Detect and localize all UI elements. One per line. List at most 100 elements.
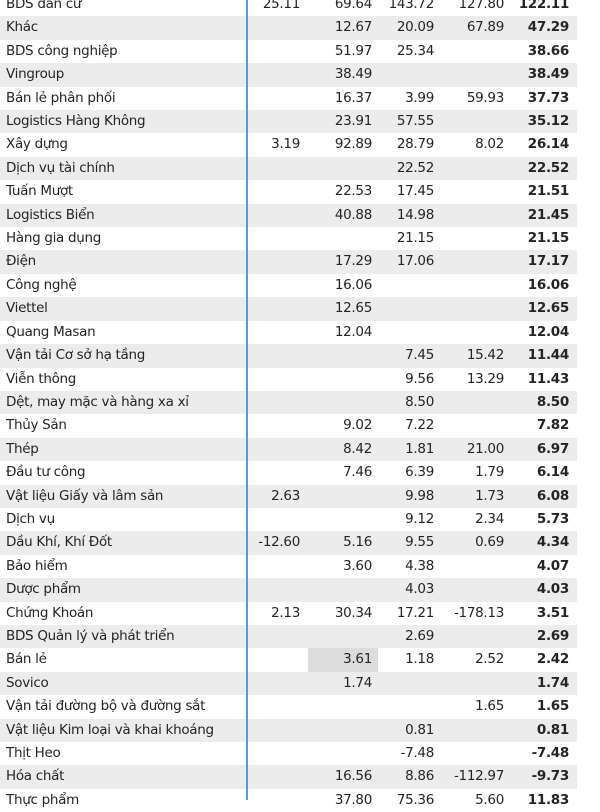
row-label[interactable]: BDS dân cư <box>6 0 82 12</box>
total-cell[interactable]: 5.73 <box>536 510 569 527</box>
table-row[interactable]: Thủy Sản 9.02 7.22 7.82 <box>0 414 577 437</box>
row-label[interactable]: Logistics Biển <box>6 206 95 223</box>
table-row[interactable]: Khác 12.67 20.09 67.89 47.29 <box>0 16 577 40</box>
value-cell[interactable]: 9.02 <box>343 417 372 434</box>
table-row[interactable]: Vận tải Cơ sở hạ tầng 7.45 15.42 11.44 <box>0 344 577 368</box>
value-cell[interactable]: 12.04 <box>334 323 372 340</box>
total-cell[interactable]: 38.49 <box>527 66 570 83</box>
total-cell[interactable]: 17.17 <box>527 253 570 270</box>
row-label[interactable]: Xây dựng <box>6 136 68 153</box>
value-cell[interactable]: 9.12 <box>405 510 434 527</box>
table-row[interactable]: Thép 8.42 1.81 21.00 6.97 <box>0 437 577 462</box>
row-label[interactable]: Vận tải đường bộ và đường sắt <box>6 698 206 715</box>
value-cell[interactable]: 3.60 <box>343 557 372 574</box>
total-cell[interactable]: 1.74 <box>536 674 569 691</box>
value-cell[interactable]: 28.79 <box>396 136 434 153</box>
value-cell[interactable]: 2.63 <box>271 487 300 504</box>
value-cell[interactable]: 143.72 <box>388 0 435 12</box>
value-cell[interactable]: 17.45 <box>396 183 434 200</box>
value-cell[interactable]: 51.97 <box>334 42 372 59</box>
table-row[interactable]: Tuấn Mượt 22.53 17.45 21.51 <box>0 180 577 203</box>
value-cell[interactable]: 20.09 <box>396 19 434 36</box>
row-label[interactable]: Thủy Sản <box>6 417 67 434</box>
value-cell[interactable]: 59.93 <box>466 89 504 106</box>
value-cell[interactable]: 7.45 <box>405 347 434 364</box>
total-cell[interactable]: 37.73 <box>527 89 570 106</box>
total-cell[interactable]: 21.15 <box>527 230 570 247</box>
value-cell[interactable]: 69.64 <box>334 0 372 12</box>
value-cell[interactable]: 1.74 <box>343 674 372 691</box>
value-cell[interactable]: 3.19 <box>271 136 300 153</box>
value-cell[interactable]: -12.60 <box>258 534 300 551</box>
value-cell[interactable]: 4.38 <box>405 557 434 574</box>
total-cell[interactable]: -7.48 <box>531 745 570 761</box>
value-cell[interactable]: 25.11 <box>262 0 300 12</box>
row-label[interactable]: Chứng Khoán <box>6 604 94 621</box>
value-cell[interactable]: 127.80 <box>458 0 505 12</box>
table-row[interactable]: Bảo hiểm 3.60 4.38 4.07 <box>0 555 577 578</box>
table-row[interactable]: Đầu tư công 7.46 6.39 1.79 6.14 <box>0 461 577 484</box>
value-cell[interactable]: 1.81 <box>405 440 434 457</box>
value-cell[interactable]: 1.79 <box>475 464 504 481</box>
value-cell[interactable]: 92.89 <box>334 136 372 153</box>
table-row[interactable]: Dược phẩm 4.03 4.03 <box>0 578 577 602</box>
value-cell[interactable]: 67.89 <box>466 19 504 36</box>
row-label[interactable]: Sovico <box>6 674 49 691</box>
table-row[interactable]: BDS công nghiệp 51.97 25.34 38.66 <box>0 40 577 63</box>
row-label[interactable]: Viễn thông <box>6 370 77 387</box>
table-row[interactable]: Viettel 12.65 12.65 <box>0 297 577 321</box>
value-cell[interactable]: -178.13 <box>453 604 504 621</box>
table-row[interactable]: Sovico 1.74 1.74 <box>0 671 577 696</box>
total-cell[interactable]: 11.44 <box>527 347 570 364</box>
row-label[interactable]: Dược phẩm <box>6 581 81 598</box>
value-cell[interactable]: 8.86 <box>405 768 434 785</box>
value-cell[interactable]: 16.37 <box>334 89 372 106</box>
row-label[interactable]: Đầu tư công <box>6 464 86 481</box>
total-cell[interactable]: 3.51 <box>536 604 569 621</box>
value-cell[interactable]: 40.88 <box>334 206 372 223</box>
row-label[interactable]: Dầu Khí, Khí Đốt <box>6 534 112 551</box>
total-cell[interactable]: 4.34 <box>536 534 569 551</box>
row-label[interactable]: Công nghệ <box>6 276 77 293</box>
column-divider[interactable] <box>246 0 248 800</box>
value-cell[interactable]: 22.53 <box>334 183 372 200</box>
value-cell[interactable]: 17.21 <box>396 604 434 621</box>
value-cell[interactable]: 17.06 <box>396 253 434 270</box>
table-row[interactable]: BDS dân cư 25.11 69.64 143.72 127.80 122.11 <box>0 0 577 16</box>
value-cell[interactable]: 0.69 <box>475 534 504 551</box>
value-cell[interactable]: 1.65 <box>475 698 504 715</box>
total-cell[interactable]: 21.51 <box>527 183 570 200</box>
value-cell[interactable]: 75.36 <box>396 791 434 808</box>
total-cell[interactable]: 35.12 <box>527 113 570 130</box>
table-row[interactable]: Logistics Hàng Không 23.91 57.55 35.12 <box>0 110 577 134</box>
table-row[interactable]: Bán lẻ phân phối 16.37 3.99 59.93 37.73 <box>0 87 577 110</box>
total-cell[interactable]: 4.03 <box>536 581 569 598</box>
table-row[interactable]: Dệt, may mặc và hàng xa xỉ 8.50 8.50 <box>0 390 577 415</box>
value-cell[interactable]: 38.49 <box>334 66 372 83</box>
row-label[interactable]: Bán lẻ <box>6 651 47 668</box>
value-cell[interactable]: 9.55 <box>405 534 434 551</box>
total-cell[interactable]: 47.29 <box>527 19 570 36</box>
total-cell[interactable]: 2.42 <box>536 651 569 668</box>
table-row[interactable]: Vingroup 38.49 38.49 <box>0 63 577 87</box>
total-cell[interactable]: 6.97 <box>536 440 569 457</box>
table-row[interactable]: Hóa chất 16.56 8.86 -112.97 -9.73 <box>0 765 577 789</box>
total-cell[interactable]: 22.52 <box>527 159 570 176</box>
row-label[interactable]: Bán lẻ phân phối <box>6 89 116 106</box>
row-label[interactable]: Dịch vụ <box>6 510 55 527</box>
total-cell[interactable]: 12.65 <box>527 300 570 317</box>
total-cell[interactable]: 12.04 <box>527 323 570 340</box>
value-cell[interactable]: 1.18 <box>405 651 434 668</box>
value-cell[interactable]: 4.03 <box>405 581 434 598</box>
table-row[interactable]: Viễn thông 9.56 13.29 11.43 <box>0 368 577 391</box>
value-cell[interactable]: 12.65 <box>334 300 372 317</box>
value-cell[interactable]: 3.61 <box>343 651 372 668</box>
table-row[interactable]: Dịch vụ 9.12 2.34 5.73 <box>0 508 577 531</box>
table-row[interactable]: Logistics Biển 40.88 14.98 21.45 <box>0 203 577 228</box>
total-cell[interactable]: 11.43 <box>527 370 570 387</box>
value-cell[interactable]: 21.15 <box>396 230 434 247</box>
total-cell[interactable]: 16.06 <box>527 276 570 293</box>
value-cell[interactable]: -7.48 <box>400 745 435 761</box>
value-cell[interactable]: 8.02 <box>475 136 504 153</box>
row-label[interactable]: Thịt Heo <box>6 745 61 761</box>
